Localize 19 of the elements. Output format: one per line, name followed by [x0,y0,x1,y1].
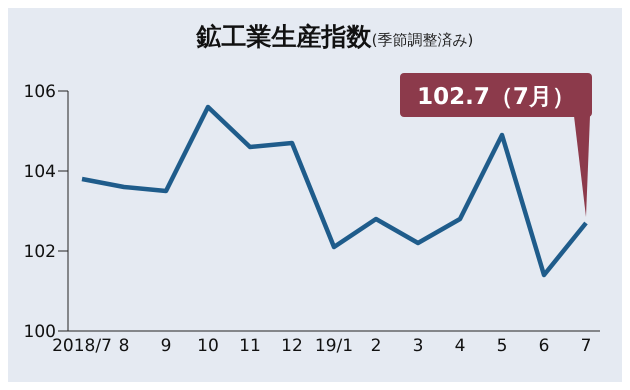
chart-title: 鉱工業生産指数 [196,22,372,51]
x-tick-label: 4 [454,336,466,356]
chart-subtitle: (季節調整済み) [372,31,474,49]
x-tick-label: 19/1 [314,336,354,356]
x-tick-label: 2018/7 [52,336,112,356]
x-tick-label: 10 [197,336,219,356]
y-tick-label: 104 [24,162,56,182]
x-tick-label: 7 [580,336,592,356]
y-tick-label: 102 [24,242,56,262]
x-tick-label: 3 [412,336,424,356]
x-tick-label: 6 [538,336,550,356]
x-tick-label: 8 [118,336,130,356]
x-tick-label: 2 [370,336,382,356]
x-tick-label: 12 [281,336,303,356]
x-tick-label: 11 [239,336,261,356]
annotation: 102.7（7月） [417,84,575,110]
y-tick-label: 106 [24,82,56,102]
x-tick-label: 9 [160,336,172,356]
x-tick-label: 5 [496,336,508,356]
